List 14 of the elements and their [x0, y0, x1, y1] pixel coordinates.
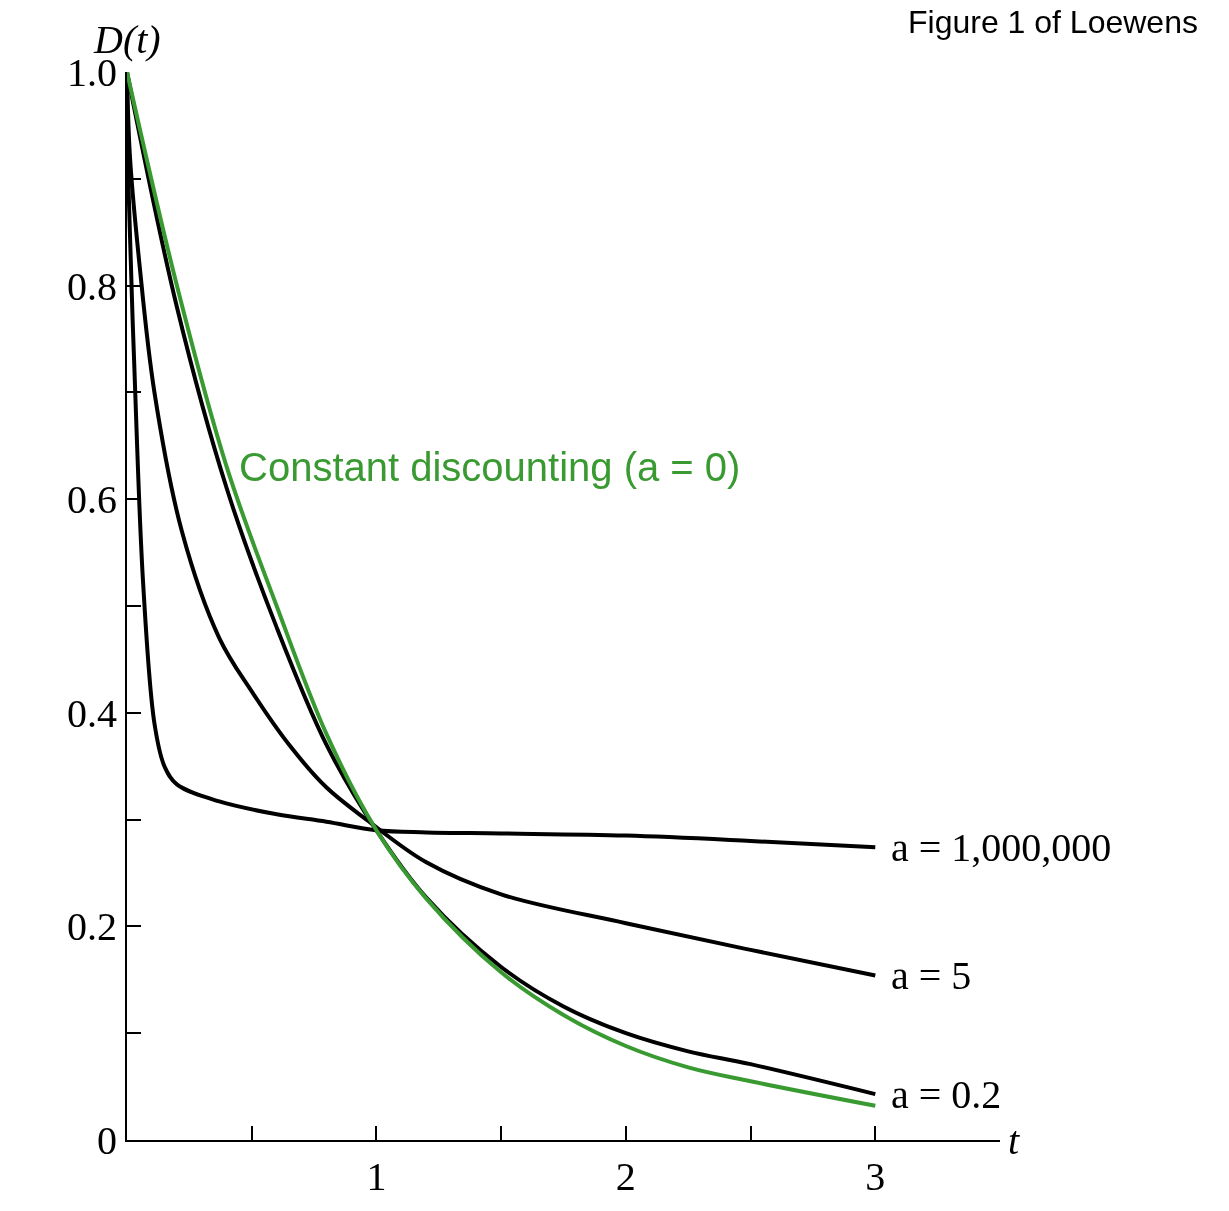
- x-tick-label: 2: [615, 1154, 636, 1199]
- caption: Figure 1 of Loewens: [908, 4, 1198, 40]
- series-label: a = 0.2: [891, 1072, 1002, 1117]
- x-axis-title: t: [1008, 1118, 1020, 1163]
- series-label: a = 1,000,000: [891, 825, 1112, 870]
- series-label: a = 5: [891, 953, 972, 998]
- y-tick-label: 0.4: [67, 690, 117, 736]
- y-tick-label: 0: [97, 1118, 117, 1163]
- y-tick-label: 0.6: [67, 477, 117, 523]
- x-tick-label: 1: [366, 1154, 387, 1199]
- series-label: Constant discounting (a = 0): [239, 445, 741, 489]
- x-tick-label: 3: [865, 1154, 886, 1199]
- y-tick-label: 0.8: [67, 263, 117, 309]
- y-tick-label: 0.2: [67, 904, 117, 950]
